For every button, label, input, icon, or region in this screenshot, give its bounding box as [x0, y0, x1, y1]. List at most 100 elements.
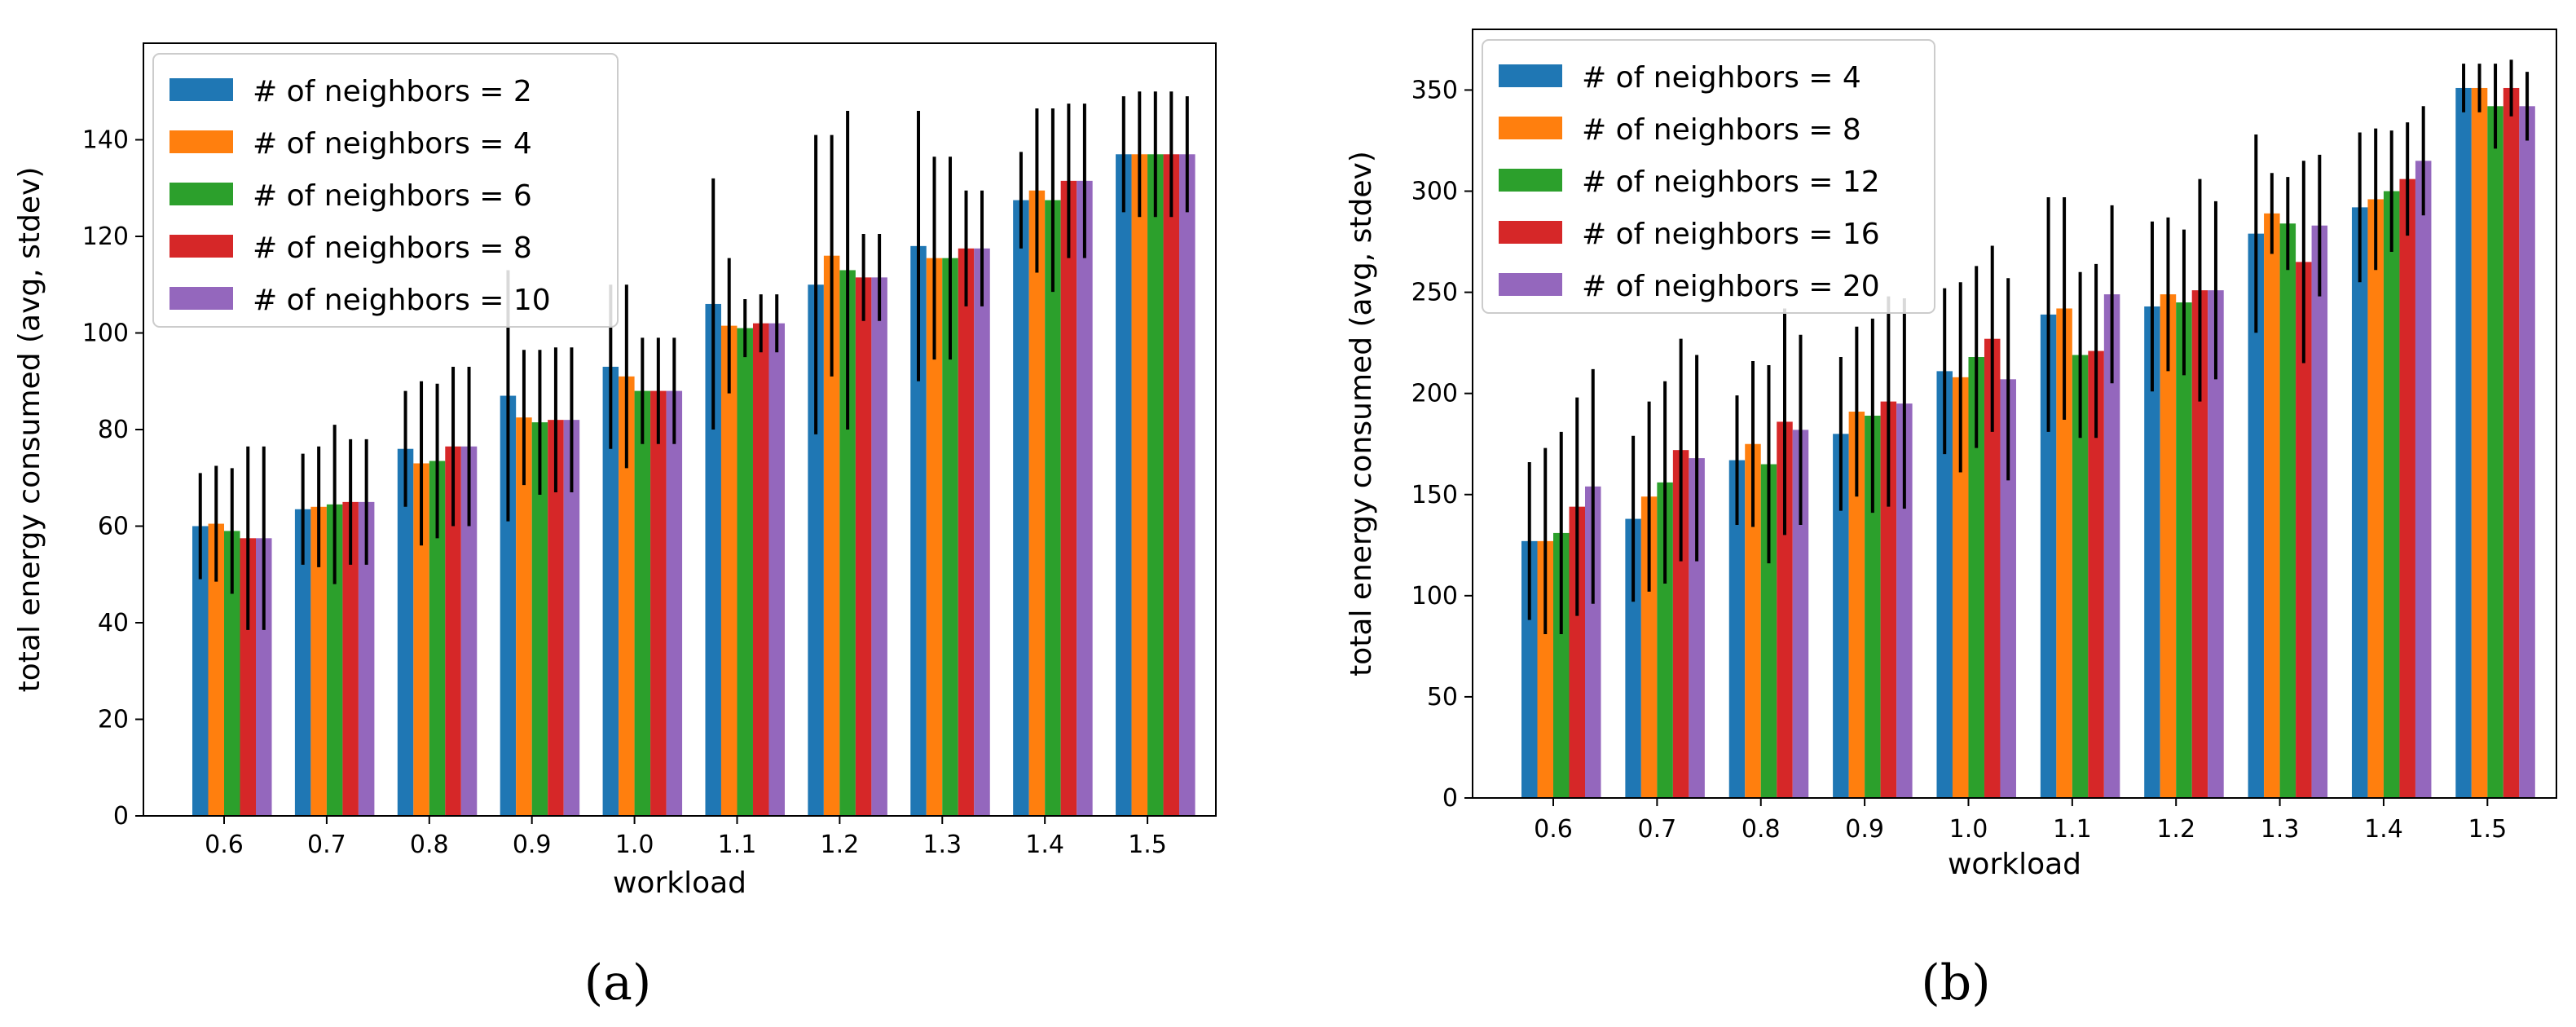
bar — [1952, 377, 1969, 799]
legend-entry: # of neighbors = 8 — [1582, 113, 1861, 147]
y-tick-label: 350 — [1411, 76, 1458, 104]
bar — [531, 422, 548, 816]
bar — [2176, 302, 2192, 798]
legend-box — [1482, 39, 1935, 314]
bar — [563, 420, 580, 816]
y-tick-label: 80 — [98, 416, 129, 444]
bar — [855, 277, 872, 816]
y-tick-label: 200 — [1411, 380, 1458, 408]
y-tick-label: 60 — [98, 513, 129, 541]
bar — [1833, 434, 1849, 798]
legend-swatch — [170, 78, 233, 101]
bar — [548, 420, 564, 816]
series-4 — [1569, 60, 2520, 799]
series-5 — [1585, 72, 2535, 799]
bar — [1077, 180, 1093, 817]
bar — [2072, 355, 2089, 799]
y-tick-label: 100 — [82, 320, 129, 348]
y-tick-label: 0 — [1442, 784, 1458, 813]
bar — [1045, 200, 1061, 816]
bar — [240, 538, 256, 816]
bar — [1777, 421, 1793, 798]
bar — [808, 284, 824, 816]
x-tick-label: 0.6 — [205, 831, 244, 859]
bar — [602, 366, 619, 817]
bar — [2519, 106, 2535, 799]
bar — [1640, 496, 1658, 798]
bar — [1745, 443, 1761, 798]
legend: # of neighbors = 4 # of neighbors = 8 # of… — [1482, 39, 1935, 314]
legend-swatch — [1499, 169, 1562, 192]
y-tick-label: 250 — [1411, 279, 1458, 307]
y-tick-label: 40 — [98, 609, 129, 637]
bar — [2367, 199, 2384, 798]
bar — [1984, 338, 2001, 798]
legend-swatch — [170, 183, 233, 205]
x-tick-label: 1.4 — [1025, 831, 1064, 859]
bar — [752, 323, 769, 816]
bar — [1569, 506, 1585, 798]
bar — [2383, 191, 2400, 799]
legend-swatch — [1499, 117, 1562, 139]
chart-panel-b: 0 50 100 150 200 250 300 350 0.6 0.7 0.8 0.9 1.0 1.1 1… — [1345, 29, 2557, 1012]
bar — [310, 506, 327, 816]
bar — [2503, 87, 2520, 798]
bar — [1625, 518, 1641, 798]
x-tick-label: 1.1 — [2053, 815, 2092, 844]
bar — [1936, 371, 1953, 798]
bar — [705, 303, 721, 816]
legend-entry: # of neighbors = 6 — [253, 179, 532, 213]
legend-entry: # of neighbors = 8 — [253, 231, 532, 265]
series-3 — [224, 91, 1164, 817]
series-5 — [256, 96, 1196, 817]
bar — [1760, 464, 1777, 798]
bar — [1968, 357, 1984, 799]
bar — [1028, 190, 1046, 816]
bar — [926, 258, 943, 817]
bar — [2311, 225, 2328, 799]
bar — [2296, 262, 2312, 798]
bar — [500, 395, 517, 816]
x-tick-label: 1.0 — [615, 831, 654, 859]
bar — [1537, 540, 1553, 798]
bar — [2103, 294, 2120, 798]
y-axis: 0 50 100 150 200 250 300 350 — [1411, 76, 1473, 813]
legend-swatch — [170, 287, 233, 310]
x-tick-label: 1.0 — [1949, 815, 1988, 844]
axes-frame — [1472, 29, 2557, 799]
x-tick-label: 0.9 — [513, 831, 552, 859]
bar — [445, 446, 461, 816]
bar — [2248, 233, 2265, 798]
bar — [634, 390, 651, 817]
bar — [1672, 450, 1689, 798]
bar — [2279, 223, 2296, 798]
y-tick-label: 50 — [1427, 683, 1458, 712]
legend-entry: # of neighbors = 4 — [1582, 61, 1861, 95]
bar — [1865, 415, 1881, 798]
y-tick-label: 140 — [82, 126, 129, 155]
y-tick-label: 300 — [1411, 178, 1458, 206]
bar — [737, 328, 753, 816]
bar — [1131, 154, 1148, 816]
bar — [358, 501, 375, 816]
bar — [2471, 87, 2488, 798]
bar — [1060, 180, 1077, 817]
bar — [2160, 294, 2177, 798]
legend-entry: # of neighbors = 10 — [253, 284, 551, 317]
bar — [768, 323, 785, 816]
bar — [1728, 460, 1746, 798]
bar — [397, 448, 414, 816]
bar — [2399, 179, 2415, 798]
series-1 — [192, 96, 1132, 817]
bar — [1848, 412, 1865, 798]
bar — [326, 504, 343, 816]
legend-swatch — [170, 130, 233, 153]
x-axis: 0.6 0.7 0.8 0.9 1.0 1.1 1.2 1.3 1.4 1.5 — [1534, 798, 2507, 844]
bar — [1553, 532, 1570, 798]
bar — [720, 325, 738, 816]
bar — [2191, 290, 2208, 799]
series-3 — [1553, 64, 2503, 799]
bar — [413, 463, 429, 816]
bar — [839, 270, 856, 817]
legend-entry: # of neighbors = 16 — [1582, 218, 1880, 251]
